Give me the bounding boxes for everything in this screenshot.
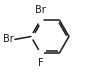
Text: F: F: [38, 58, 43, 68]
Text: Br: Br: [35, 5, 46, 15]
Text: Br: Br: [3, 34, 13, 44]
